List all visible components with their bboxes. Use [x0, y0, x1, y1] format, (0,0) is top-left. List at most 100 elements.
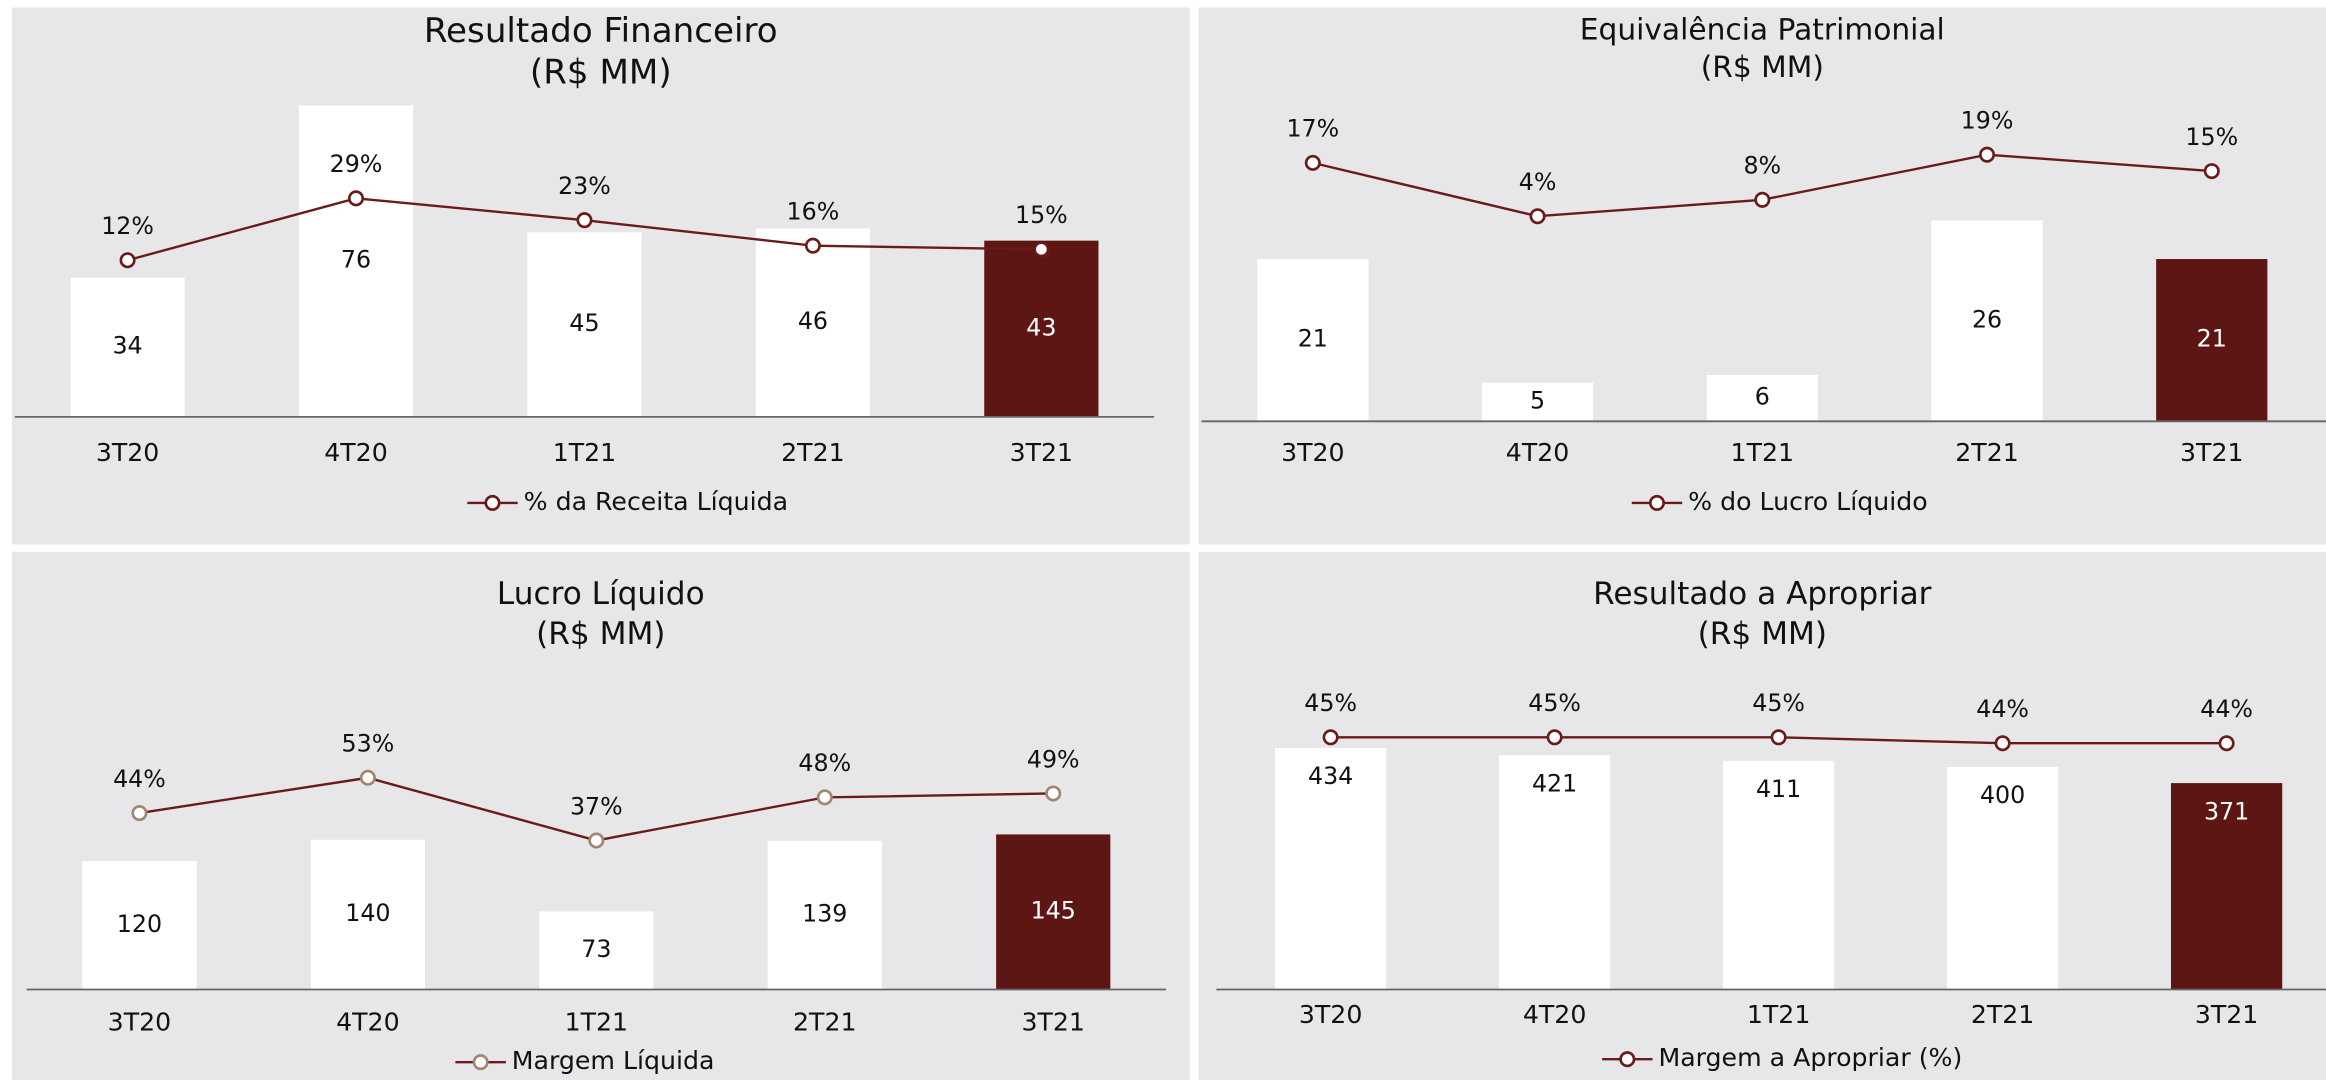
bar [2170, 783, 2283, 990]
bar [996, 834, 1111, 990]
line-marker [1770, 729, 1787, 746]
legend-label: Margem Líquida [512, 1046, 715, 1075]
line-marker [816, 789, 833, 806]
legend-label: Margem a Apropriar (%) [1658, 1043, 1962, 1072]
panel-background [1198, 7, 2326, 545]
legend-marker [1619, 1051, 1636, 1068]
bar-value-label: 371 [2204, 797, 2249, 825]
bar [984, 240, 1099, 417]
x-tick-label: 4T20 [1506, 438, 1570, 467]
line-marker [119, 252, 136, 269]
x-tick-label: 3T20 [96, 438, 160, 467]
chart-title: Resultado Financeiro [424, 11, 778, 51]
chart-subtitle: (R$ MM) [1701, 49, 1824, 84]
x-tick-label: 3T21 [1010, 438, 1074, 467]
bar [755, 228, 871, 417]
line-marker [131, 805, 148, 822]
bar-value-label: 45 [569, 309, 599, 337]
bar [767, 840, 882, 990]
x-tick-label: 1T21 [1747, 1000, 1811, 1029]
line-marker [804, 237, 821, 254]
x-tick-label: 2T21 [781, 438, 845, 467]
bar [82, 861, 197, 990]
line-value-label: 45% [1304, 689, 1357, 717]
line-value-label: 15% [1015, 201, 1068, 229]
x-tick-label: 3T21 [2195, 1000, 2259, 1029]
line-marker [348, 190, 365, 207]
bar-value-label: 46 [798, 307, 828, 335]
line-value-label: 49% [1027, 745, 1080, 773]
bar [539, 911, 654, 990]
bar-value-label: 421 [1532, 769, 1577, 797]
line-value-label: 19% [1961, 107, 2014, 135]
line-value-label: 45% [1752, 689, 1805, 717]
line-value-label: 12% [101, 212, 154, 240]
line-marker [359, 769, 376, 786]
line-value-label: 17% [1286, 115, 1339, 143]
x-tick-label: 1T21 [565, 1008, 629, 1037]
line-value-label: 15% [2185, 123, 2238, 151]
line-marker [576, 212, 593, 229]
bar [1257, 259, 1369, 422]
x-tick-label: 2T21 [1971, 1000, 2035, 1029]
bar-value-label: 76 [341, 246, 371, 274]
bar-value-label: 434 [1308, 762, 1353, 790]
bar [310, 839, 425, 990]
bar-value-label: 120 [117, 910, 162, 938]
x-tick-label: 2T21 [1955, 438, 2019, 467]
line-value-label: 4% [1519, 168, 1557, 196]
line-value-label: 16% [787, 198, 840, 226]
legend-marker [472, 1054, 489, 1071]
bar-value-label: 5 [1530, 387, 1545, 415]
bar-value-label: 411 [1756, 775, 1801, 803]
line-marker [1529, 208, 1546, 225]
line-value-label: 45% [1528, 689, 1581, 717]
line-marker [588, 832, 605, 849]
x-tick-label: 4T20 [1523, 1000, 1587, 1029]
bar-value-label: 34 [112, 332, 142, 360]
bar [298, 105, 414, 417]
line-value-label: 37% [570, 792, 623, 820]
bar-value-label: 21 [2197, 325, 2227, 353]
legend-label: % da Receita Líquida [524, 487, 788, 516]
bar [1722, 760, 1835, 990]
line-marker [2218, 735, 2235, 752]
line-marker [1322, 729, 1339, 746]
legend-marker [1648, 494, 1665, 511]
bar-value-label: 73 [581, 935, 611, 963]
x-tick-label: 3T20 [108, 1008, 172, 1037]
x-tick-label: 3T21 [1021, 1008, 1085, 1037]
line-marker [1033, 241, 1050, 258]
bar [1946, 766, 2059, 990]
line-value-label: 44% [1976, 695, 2029, 723]
bar [1481, 382, 1594, 422]
line-value-label: 29% [330, 150, 383, 178]
chart-title: Resultado a Apropriar [1593, 576, 1932, 612]
line-marker [1994, 735, 2011, 752]
legend-marker [484, 494, 501, 511]
bar-value-label: 43 [1026, 313, 1056, 341]
bar-value-label: 26 [1972, 305, 2002, 333]
line-value-label: 44% [113, 765, 166, 793]
x-tick-label: 4T20 [324, 438, 388, 467]
line-value-label: 48% [798, 749, 851, 777]
bar [2156, 259, 2268, 422]
x-tick-label: 3T20 [1299, 1000, 1363, 1029]
x-tick-label: 2T21 [793, 1008, 857, 1037]
x-tick-label: 3T20 [1281, 438, 1345, 467]
line-value-label: 44% [2200, 695, 2253, 723]
chart-subtitle: (R$ MM) [530, 53, 672, 93]
line-marker [1546, 729, 1563, 746]
chart-subtitle: (R$ MM) [1698, 616, 1827, 652]
bar [527, 232, 642, 417]
line-marker [1979, 146, 1996, 163]
legend-label: % do Lucro Líquido [1688, 487, 1928, 516]
line-marker [1754, 191, 1771, 208]
line-marker [1304, 154, 1321, 171]
chart-title: Lucro Líquido [497, 576, 705, 612]
bar-value-label: 400 [1980, 781, 2025, 809]
bar-value-label: 140 [345, 899, 390, 927]
line-marker [1045, 785, 1062, 802]
chart-title: Equivalência Patrimonial [1580, 12, 1945, 47]
